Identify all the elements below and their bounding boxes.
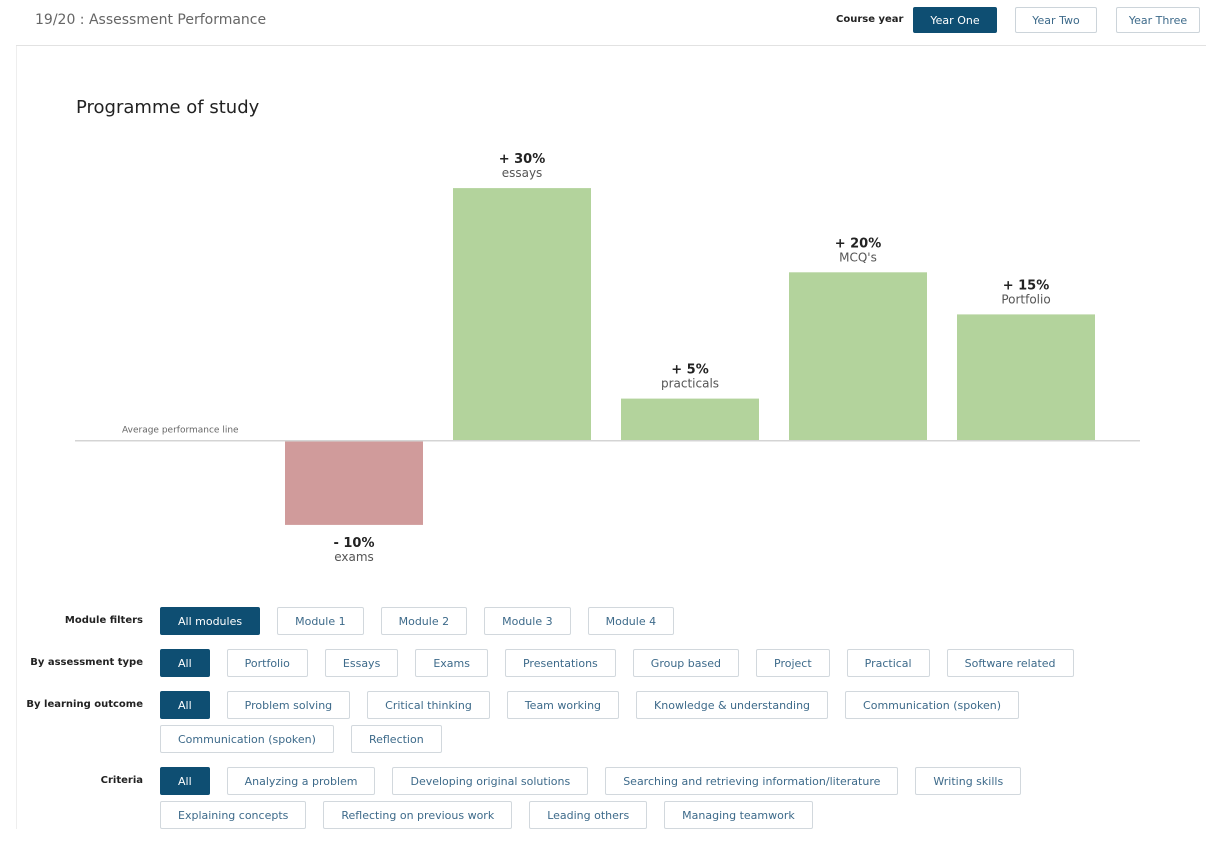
- filter-button[interactable]: Searching and retrieving information/lit…: [605, 767, 899, 795]
- category-label: exams: [334, 550, 374, 564]
- filter-options: All modules Module 1 Module 2 Module 3 Modul…: [160, 607, 1140, 635]
- bar: [453, 188, 591, 441]
- filter-button[interactable]: Essays: [324, 649, 399, 677]
- category-label: MCQ's: [839, 250, 877, 264]
- filter-row: By learning outcome All Problem solving Cri…: [0, 691, 1206, 753]
- filter-button[interactable]: All: [160, 767, 210, 795]
- filter-button[interactable]: Critical thinking: [367, 691, 490, 719]
- chart: Programme of study Average performance l…: [75, 97, 1140, 564]
- filter-button[interactable]: Module 4: [587, 607, 675, 635]
- filter-row: Criteria All Analyzing a problem Developing…: [0, 767, 1206, 829]
- filter-button[interactable]: Explaining concepts: [160, 801, 307, 829]
- filter-button[interactable]: Presentations: [504, 649, 616, 677]
- filter-button[interactable]: All: [160, 691, 210, 719]
- filter-row: By assessment type All Portfolio Essays Exam…: [0, 649, 1206, 677]
- year-button[interactable]: Year Three: [1116, 7, 1200, 33]
- filter-button[interactable]: Communication (spoken): [845, 691, 1019, 719]
- filter-button[interactable]: Communication (spoken): [160, 725, 334, 753]
- filter-button[interactable]: Problem solving: [226, 691, 351, 719]
- filter-button[interactable]: Managing teamwork: [664, 801, 813, 829]
- filter-button[interactable]: Module 1: [277, 607, 364, 635]
- annotation: Average performance line: [122, 426, 239, 436]
- filter-button[interactable]: Reflecting on previous work: [323, 801, 513, 829]
- filter-button[interactable]: Practical: [846, 649, 930, 677]
- filter-label: Module filters: [64, 615, 143, 626]
- filter-button[interactable]: Exams: [415, 649, 488, 677]
- bar: [285, 440, 423, 525]
- filter-button[interactable]: All: [160, 649, 210, 677]
- filter-button[interactable]: Leading others: [529, 801, 648, 829]
- bar: [789, 272, 927, 441]
- filter-button[interactable]: Knowledge & understanding: [636, 691, 829, 719]
- year-button[interactable]: Year One: [913, 7, 997, 33]
- filter-button[interactable]: Team working: [506, 691, 620, 719]
- filter-button[interactable]: Module 2: [380, 607, 468, 635]
- filter-options: All Problem solving Critical thinking Team …: [160, 691, 1140, 753]
- filter-label: Criteria: [100, 775, 143, 786]
- category-label: essays: [502, 166, 543, 180]
- top-bar: 19/20 : Assessment Performance Course ye…: [16, 0, 1206, 46]
- year-button[interactable]: Year Two: [1015, 7, 1097, 33]
- value-label: + 15%: [1003, 278, 1050, 293]
- filter-button[interactable]: All modules: [160, 607, 261, 635]
- course-year-label: Course year: [836, 14, 904, 25]
- bar: [621, 398, 759, 441]
- filter-button[interactable]: Writing skills: [915, 767, 1022, 795]
- value-label: + 5%: [671, 363, 709, 378]
- filter-button[interactable]: Group based: [632, 649, 739, 677]
- filter-button[interactable]: Software related: [946, 649, 1074, 677]
- category-label: Portfolio: [1001, 292, 1050, 306]
- value-label: - 10%: [333, 536, 374, 551]
- filter-label: By assessment type: [30, 657, 143, 668]
- filter-label: By learning outcome: [26, 699, 143, 710]
- content-frame: [16, 46, 1206, 829]
- value-label: + 30%: [499, 152, 546, 167]
- filter-button[interactable]: Reflection: [350, 725, 442, 753]
- value-label: + 20%: [835, 236, 882, 251]
- filter-button[interactable]: Module 3: [484, 607, 571, 635]
- filter-row: Module filters All modules Module 1 Module …: [0, 607, 1206, 635]
- page-title: 19/20 : Assessment Performance: [35, 12, 267, 28]
- bar: [957, 314, 1095, 441]
- filter-button[interactable]: Portfolio: [226, 649, 308, 677]
- filter-options: All Portfolio Essays Exams Presentations Grou…: [160, 649, 1140, 677]
- filter-button[interactable]: Project: [756, 649, 830, 677]
- filter-options: All Analyzing a problem Developing origina…: [160, 767, 1140, 829]
- filters: Module filters All modules Module 1 Module …: [0, 607, 1206, 843]
- filter-button[interactable]: Analyzing a problem: [226, 767, 376, 795]
- filter-button[interactable]: Developing original solutions: [392, 767, 589, 795]
- chart-title: Programme of study: [76, 97, 260, 118]
- category-label: practicals: [661, 377, 719, 391]
